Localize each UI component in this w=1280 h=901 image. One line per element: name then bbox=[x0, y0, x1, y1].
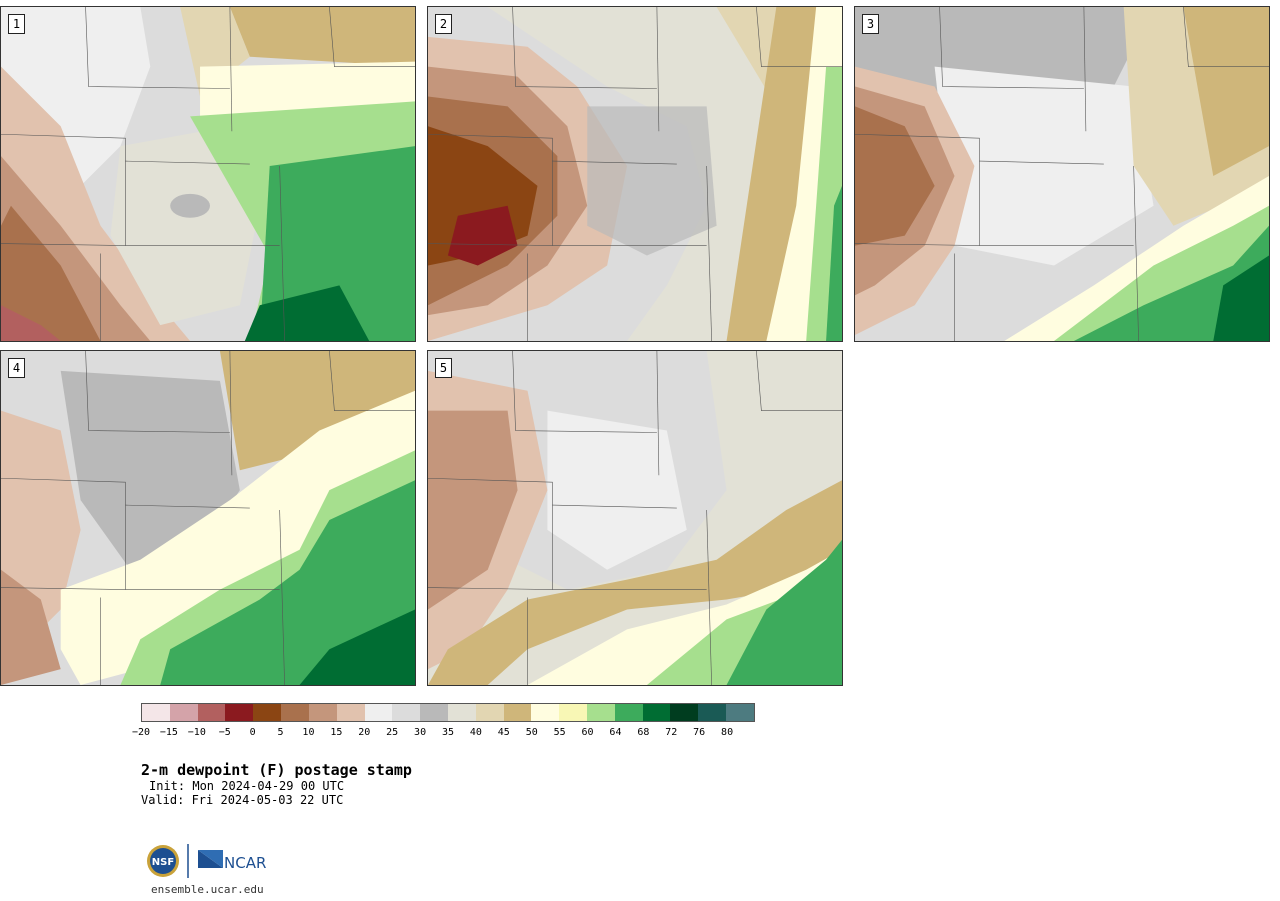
panel-number-label: 4 bbox=[8, 358, 25, 378]
colorbar-tick-label: 64 bbox=[609, 727, 622, 738]
ensemble-member-3-map: 3 bbox=[854, 6, 1270, 342]
nsf-logo: NSF bbox=[147, 845, 179, 877]
colorbar-swatch bbox=[614, 704, 643, 721]
colorbar-swatch bbox=[503, 704, 532, 721]
dewpoint-map-1 bbox=[1, 7, 415, 341]
colorbar-swatch bbox=[142, 704, 170, 721]
colorbar-swatch bbox=[642, 704, 671, 721]
colorbar-swatch bbox=[698, 704, 727, 721]
colorbar-tick-label: 15 bbox=[330, 727, 343, 738]
init-time: Init: Mon 2024-04-29 00 UTC bbox=[149, 779, 345, 793]
ensemble-member-4-map: 4 bbox=[0, 350, 416, 686]
colorbar-swatch bbox=[447, 704, 476, 721]
dewpoint-map-4 bbox=[1, 351, 415, 685]
colorbar-swatch bbox=[253, 704, 282, 721]
colorbar-swatch bbox=[225, 704, 254, 721]
panel-number-label: 3 bbox=[862, 14, 879, 34]
panel-number-label: 2 bbox=[435, 14, 452, 34]
colorbar-tick-label: 20 bbox=[358, 727, 371, 738]
colorbar-swatch bbox=[308, 704, 337, 721]
panel-number-label: 1 bbox=[8, 14, 25, 34]
colorbar-swatch bbox=[336, 704, 365, 721]
colorbar-tick-label: 40 bbox=[469, 727, 482, 738]
colorbar-tick-label: 50 bbox=[525, 727, 538, 738]
colorbar-swatch bbox=[281, 704, 309, 721]
colorbar-tick-label: −15 bbox=[159, 727, 178, 738]
colorbar-swatch bbox=[559, 704, 587, 721]
svg-text:NSF: NSF bbox=[152, 857, 174, 868]
colorbar-tick-label: 25 bbox=[386, 727, 399, 738]
dewpoint-map-2 bbox=[428, 7, 842, 341]
colorbar-swatch bbox=[169, 704, 198, 721]
colorbar-tick-labels: −20 −15 −10 −5 0 5 10 15 20 25 30 35 40 45 50 55 60 64 68 7… bbox=[132, 727, 755, 741]
colorbar-swatch bbox=[726, 704, 754, 721]
colorbar-swatch bbox=[475, 704, 504, 721]
svg-text:NCAR: NCAR bbox=[224, 854, 266, 872]
ncar-logo: NCAR bbox=[198, 850, 266, 872]
colorbar-tick-label: 60 bbox=[581, 727, 594, 738]
ensemble-member-1-map: 1 bbox=[0, 6, 416, 342]
colorbar-tick-label: 68 bbox=[637, 727, 650, 738]
colorbar-tick-label: 30 bbox=[414, 727, 427, 738]
ensemble-member-5-map: 5 bbox=[427, 350, 843, 686]
ensemble-member-2-map: 2 bbox=[427, 6, 843, 342]
colorbar-tick-label: −10 bbox=[187, 727, 206, 738]
colorbar bbox=[141, 703, 755, 722]
nsf-ncar-logos: NSF NCAR bbox=[143, 842, 275, 880]
colorbar-tick-label: 10 bbox=[302, 727, 315, 738]
colorbar-swatch bbox=[364, 704, 393, 721]
dewpoint-map-5 bbox=[428, 351, 842, 685]
colorbar-swatch bbox=[670, 704, 699, 721]
colorbar-tick-label: 76 bbox=[693, 727, 706, 738]
dewpoint-map-3 bbox=[855, 7, 1269, 341]
panel-number-label: 5 bbox=[435, 358, 452, 378]
colorbar-tick-label: 72 bbox=[665, 727, 678, 738]
colorbar-tick-label: 55 bbox=[553, 727, 566, 738]
website-url: ensemble.ucar.edu bbox=[151, 883, 264, 896]
colorbar-swatch bbox=[197, 704, 226, 721]
colorbar-swatch bbox=[420, 704, 448, 721]
figure-title: 2-m dewpoint (F) postage stamp bbox=[141, 761, 412, 779]
colorbar-swatch bbox=[531, 704, 560, 721]
colorbar-tick-label: 5 bbox=[277, 727, 284, 738]
colorbar-tick-label: 0 bbox=[249, 727, 256, 738]
colorbar-tick-label: 80 bbox=[721, 727, 734, 738]
colorbar-swatch bbox=[392, 704, 421, 721]
colorbar-swatch bbox=[587, 704, 615, 721]
colorbar-tick-label: 45 bbox=[497, 727, 510, 738]
colorbar-tick-label: −20 bbox=[131, 727, 151, 738]
colorbar-tick-label: −5 bbox=[218, 727, 231, 738]
colorbar-tick-label: 35 bbox=[441, 727, 455, 738]
valid-time: Valid: Fri 2024-05-03 22 UTC bbox=[141, 793, 344, 807]
